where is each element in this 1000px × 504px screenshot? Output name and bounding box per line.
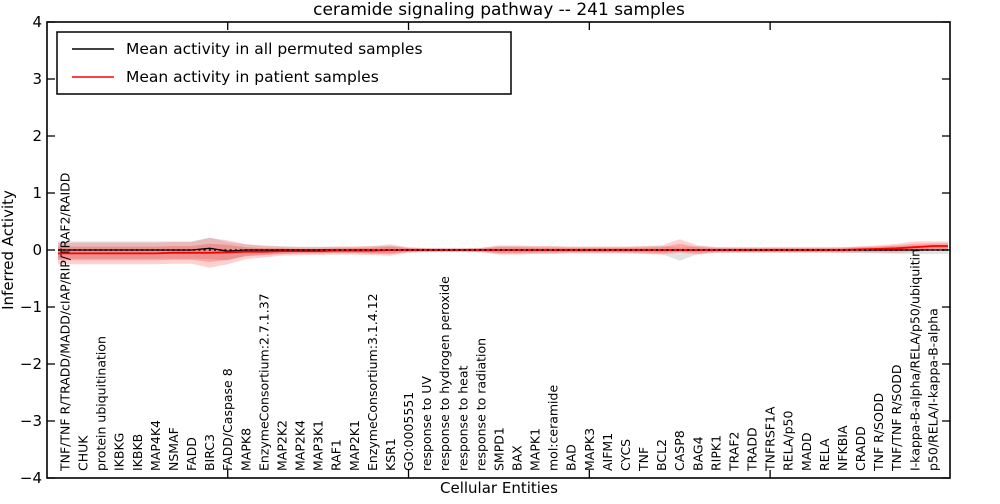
x-tick-label: MAP4K4 [148, 420, 163, 471]
patient-samples-band-outer [58, 238, 948, 268]
x-tick-label: RELA/p50 [781, 411, 796, 471]
x-tick-label: MAP2K2 [274, 420, 289, 471]
y-tick-label: 1 [32, 184, 42, 202]
y-tick-label: 2 [32, 127, 42, 145]
x-tick-label: TNF/TNF R/TRADD/MADD/cIAP/RIP/TRAF2/RAID… [58, 173, 73, 472]
y-tick-label: 4 [32, 13, 42, 31]
x-tick-label: MADD [799, 432, 814, 471]
x-tick-label: MAPK3 [582, 428, 597, 471]
x-tick-label: TNF [636, 447, 651, 472]
x-tick-label: TNF R/SODD [871, 393, 886, 472]
x-tick-label: FADD [184, 437, 199, 471]
x-tick-label: NSMAF [166, 427, 181, 471]
x-tick-label: TNF/TNF R/SODD [889, 365, 904, 472]
y-tick-label: −3 [20, 412, 42, 430]
x-tick-label: BAX [510, 445, 525, 471]
x-tick-label: CASP8 [672, 430, 687, 471]
legend: Mean activity in all permuted samples Me… [56, 31, 512, 95]
x-tick-label: I-kappa-B-alpha/RELA/p50/ubiquitin [907, 249, 922, 471]
x-tick-label: EnzymeConsortium:3.1.4.12 [365, 293, 380, 471]
x-tick-label: response to UV [419, 376, 434, 471]
x-tick-label: MAP3K1 [311, 420, 326, 471]
x-tick-label: CYCS [618, 439, 633, 471]
y-tick-label: −4 [20, 469, 42, 487]
x-tick-label: AIFM1 [600, 433, 615, 471]
x-tick-label: MAPK1 [528, 428, 543, 471]
x-tick-label: MAPK8 [238, 428, 253, 471]
patient-mean-line [58, 245, 948, 255]
chart-generated-layer: TNF/TNF R/TRADD/MADD/cIAP/RIP/TRAF2/RAID… [20, 13, 951, 487]
x-tick-label: MAP2K4 [293, 420, 308, 471]
x-tick-label: RIPK1 [708, 435, 723, 471]
x-tick-label: BCL2 [654, 439, 669, 471]
chart-title: ceramide signaling pathway -- 241 sample… [313, 0, 685, 20]
x-tick-label: response to heat [455, 365, 470, 471]
x-tick-label: NFKBIA [835, 425, 850, 471]
x-tick-label: TNFRSF1A [763, 406, 778, 472]
x-tick-label: CRADD [853, 426, 868, 471]
x-tick-label: TRAF2 [726, 431, 741, 472]
x-tick-label: BAG4 [690, 436, 705, 471]
x-tick-label: MAP2K1 [347, 420, 362, 471]
y-tick-label: 3 [32, 70, 42, 88]
x-tick-label: RAF1 [329, 439, 344, 471]
y-tick-label: −1 [20, 298, 42, 316]
x-tick-label: CHUK [76, 435, 91, 471]
x-tick-label: EnzymeConsortium:2.7.1.37 [256, 293, 271, 471]
x-tick-label: mol:ceramide [546, 385, 561, 471]
patient-samples-band-inner [58, 243, 948, 262]
x-tick-label: SMPD1 [491, 427, 506, 471]
x-tick-label: RELA [817, 438, 832, 471]
y-axis-label: Inferred Activity [0, 190, 17, 310]
x-tick-label: BAD [564, 444, 579, 471]
x-tick-label: BIRC3 [202, 434, 217, 471]
x-tick-label: GO:0005551 [401, 392, 416, 471]
x-tick-label: response to radiation [473, 338, 488, 471]
y-tick-label: −2 [20, 355, 42, 373]
x-tick-label: TRADD [745, 427, 760, 472]
x-tick-label: p50/RELA/I-kappa-B-alpha [925, 308, 940, 471]
legend-label-patient: Mean activity in patient samples [126, 68, 379, 86]
x-tick-label: response to hydrogen peroxide [437, 276, 452, 471]
y-tick-label: 0 [32, 241, 42, 259]
x-tick-label: IKBKB [130, 434, 145, 471]
x-tick-label: IKBKG [112, 433, 127, 471]
x-tick-label: protein ubiquitination [94, 336, 109, 471]
x-tick-label: KSR1 [383, 438, 398, 471]
x-tick-label: FADD/Caspase 8 [220, 368, 235, 471]
legend-box [56, 31, 512, 95]
x-axis-label: Cellular Entities [440, 479, 558, 497]
legend-label-permuted: Mean activity in all permuted samples [126, 40, 423, 58]
